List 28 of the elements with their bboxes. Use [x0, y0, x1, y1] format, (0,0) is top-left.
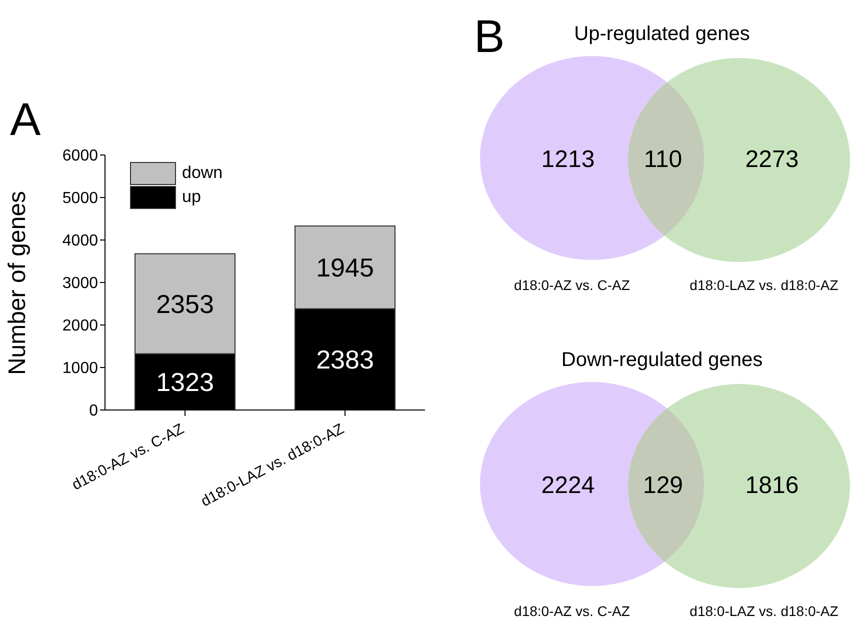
data-label: 2383: [316, 344, 374, 375]
y-tick-label: 1000: [62, 360, 98, 378]
data-label: 2353: [156, 289, 214, 319]
data-label: 2273: [745, 146, 799, 173]
text: d18:0-LAZ vs. d18:0-AZ: [690, 277, 839, 293]
text: B: [474, 10, 505, 62]
y-tick-label: 2000: [62, 318, 98, 335]
y-tick-label: 5000: [62, 190, 98, 208]
data-label: 110: [644, 146, 682, 173]
legend-label: up: [182, 187, 201, 207]
text: Down-regulated genes: [561, 349, 763, 371]
text: d18:0-AZ vs. C-AZ: [514, 603, 630, 619]
y-tick-label: 3000: [62, 275, 98, 292]
y-tick-label: 0: [89, 402, 98, 420]
data-label: 2224: [541, 472, 595, 499]
data-label: 129: [642, 472, 684, 499]
text: d18:0-LAZ vs. d18:0-AZ: [690, 603, 839, 619]
y-axis-title: Number of genes: [4, 190, 32, 375]
y-tick-label: 6000: [62, 148, 98, 165]
data-label: 1323: [156, 367, 214, 398]
legend-label: down: [182, 163, 223, 183]
data-label: 1213: [541, 146, 595, 173]
text: Up-regulated genes: [574, 23, 750, 45]
data-label: 1945: [316, 252, 374, 283]
y-tick-label: 4000: [62, 232, 98, 250]
text: d18:0-AZ vs. C-AZ: [514, 277, 630, 293]
chart-title: A: [10, 92, 41, 146]
data-label: 1816: [745, 472, 799, 499]
